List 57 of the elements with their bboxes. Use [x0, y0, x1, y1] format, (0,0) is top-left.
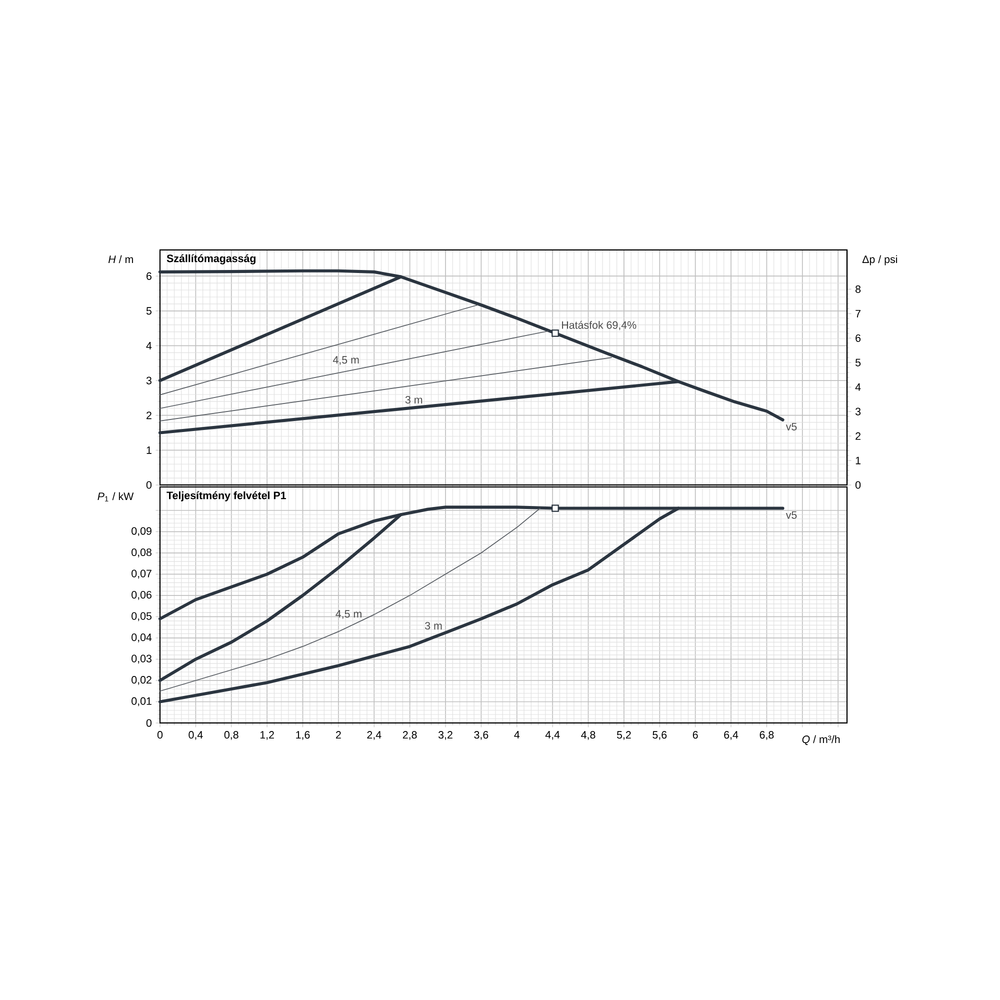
annotation: 4,5 m: [336, 610, 362, 619]
x-axis-title: Q / m³/h: [802, 735, 840, 746]
y2-tick-label: 4: [855, 383, 861, 391]
annotation: 4,5 m: [332, 356, 359, 365]
y-tick-label: 0,01: [132, 697, 152, 706]
y-tick-label: 4: [146, 342, 152, 350]
y-tick-label: 0,04: [132, 634, 152, 642]
y-axis-title: H / m: [108, 255, 133, 264]
x-tick-label: 3,2: [438, 731, 452, 740]
y-tick-label: 0,02: [132, 676, 152, 685]
x-tick-label: 0,4: [188, 731, 203, 740]
x-tick-label: 0: [157, 731, 163, 739]
y2-tick-label: 6: [856, 334, 861, 342]
y-tick-label: 5: [146, 307, 152, 315]
y-tick-label: 0: [146, 719, 152, 727]
y-axis-title: P$_{1}$ / kW: [98, 492, 134, 502]
annotation: 3 m: [405, 396, 422, 404]
annotation: v5: [786, 511, 797, 519]
x-tick-label: 1,6: [296, 731, 310, 740]
y2-tick-label: 0: [855, 481, 861, 489]
annotation: v5: [786, 422, 797, 430]
x-tick-label: 1,2: [260, 731, 274, 740]
y-tick-label: 3: [146, 376, 152, 384]
y2-tick-label: 7: [856, 310, 860, 318]
y-tick-label: 0,08: [132, 548, 152, 558]
y2-axis-title: Δp / psi: [862, 255, 898, 266]
y-tick-label: 0,09: [132, 527, 152, 536]
annotation: Hatásfok 69,4%: [562, 320, 636, 330]
x-tick-label: 0,8: [224, 731, 238, 740]
annotation: 3 m: [425, 622, 442, 630]
x-tick-label: 6,4: [724, 731, 738, 740]
y-tick-label: 2: [146, 412, 152, 420]
y2-tick-label: 2: [856, 432, 860, 440]
chart-title: Teljesítmény felvétel P1: [166, 491, 286, 502]
x-tick-label: 6: [692, 731, 698, 739]
x-tick-label: 5,6: [652, 731, 667, 740]
y2-tick-label: 5: [855, 358, 861, 366]
x-tick-label: 4: [514, 731, 520, 738]
y-tick-label: 0,05: [132, 612, 152, 622]
y-tick-label: 6: [146, 272, 152, 280]
x-tick-label: 3,6: [474, 731, 488, 740]
y-tick-label: 0,06: [132, 591, 152, 600]
x-tick-label: 2,8: [402, 731, 417, 740]
x-tick-label: 6,8: [760, 731, 774, 740]
y2-tick-label: 1: [856, 456, 860, 464]
x-tick-label: 2: [336, 731, 341, 739]
y-tick-label: 0: [146, 481, 152, 489]
x-tick-label: 5,2: [616, 731, 631, 740]
x-tick-label: 4,4: [545, 731, 560, 740]
y2-tick-label: 8: [856, 285, 861, 293]
y-tick-label: 0,07: [132, 570, 152, 579]
x-tick-label: 4,8: [581, 731, 596, 740]
chart-title: Szállítómagasság: [166, 254, 256, 264]
x-tick-label: 2,4: [367, 731, 382, 740]
y2-tick-label: 3: [855, 408, 861, 416]
y-tick-label: 1: [146, 446, 152, 454]
y-tick-label: 0,03: [132, 654, 152, 664]
